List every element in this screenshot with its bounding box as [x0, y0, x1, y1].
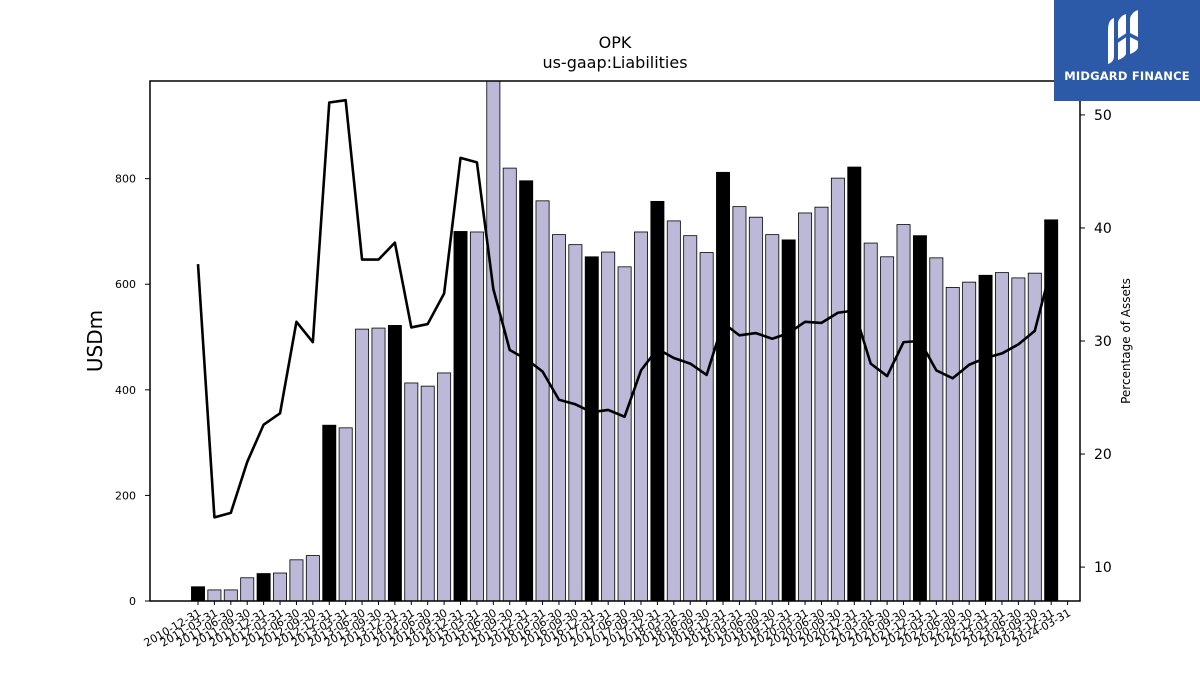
bar [191, 586, 205, 602]
logo-mark-icon [1108, 10, 1140, 64]
bar [601, 251, 616, 602]
bar [634, 231, 648, 602]
bar [322, 424, 337, 602]
bar [223, 589, 238, 602]
bar [732, 206, 747, 602]
bar [240, 577, 255, 602]
bar [387, 325, 402, 602]
bar [814, 206, 829, 602]
bar [420, 385, 435, 602]
bar [355, 328, 370, 602]
bar [552, 234, 566, 602]
bar [1011, 277, 1026, 602]
bar [880, 256, 895, 602]
bar [929, 257, 944, 602]
bar [256, 573, 271, 602]
bar [1027, 272, 1042, 602]
bar [584, 256, 599, 602]
bar [978, 274, 993, 602]
percentage-line [196, 98, 1053, 519]
bar [962, 281, 977, 602]
y-tick-label: 800 [115, 173, 136, 186]
y2-axis-label: Percentage of Assets [1119, 278, 1133, 404]
bar [568, 244, 583, 602]
bar [650, 200, 665, 602]
bar-series [191, 80, 1059, 602]
axes: 020040060080010203040502010-12-312011-03… [115, 80, 1112, 650]
line-series [196, 98, 1053, 519]
y-tick-label: 400 [115, 384, 136, 397]
y2-tick-label: 10 [1094, 560, 1112, 576]
bar [781, 239, 796, 602]
bar [847, 166, 862, 602]
bar [338, 427, 353, 602]
chart-title: OPK [599, 33, 632, 52]
chart-subtitle: us-gaap:Liabilities [542, 53, 687, 72]
bar [502, 167, 517, 602]
bar [207, 589, 222, 602]
bar [699, 252, 714, 602]
logo-text: MIDGARD FINANCE [1064, 69, 1190, 83]
bar [716, 171, 730, 602]
bar [945, 287, 960, 602]
bar [1044, 219, 1059, 602]
bar [453, 231, 468, 602]
bar [617, 266, 632, 602]
bar [519, 180, 534, 602]
bar [371, 327, 386, 602]
bar [437, 372, 452, 602]
y-tick-label: 600 [115, 278, 136, 291]
bar [863, 242, 878, 602]
y-axis-label: USDm [83, 310, 107, 372]
bar [469, 231, 484, 602]
y-tick-label: 200 [115, 489, 136, 502]
bar [912, 235, 927, 602]
bar [535, 200, 550, 602]
bar [404, 382, 419, 602]
bar [765, 234, 780, 602]
bar [273, 572, 288, 602]
bar [748, 216, 763, 602]
bar [830, 177, 845, 602]
y2-tick-label: 50 [1094, 108, 1112, 124]
bar [289, 559, 304, 602]
bar [486, 80, 501, 602]
bar [666, 220, 681, 602]
bar [683, 235, 698, 602]
bar [995, 272, 1009, 602]
midgard-finance-logo: MIDGARD FINANCE [1054, 0, 1200, 101]
y-tick-label: 0 [129, 595, 136, 608]
bar [798, 212, 813, 602]
bar [896, 224, 911, 602]
y2-tick-label: 40 [1094, 221, 1112, 237]
y2-tick-label: 20 [1094, 447, 1112, 463]
y2-tick-label: 30 [1094, 334, 1112, 350]
bar [305, 555, 320, 602]
